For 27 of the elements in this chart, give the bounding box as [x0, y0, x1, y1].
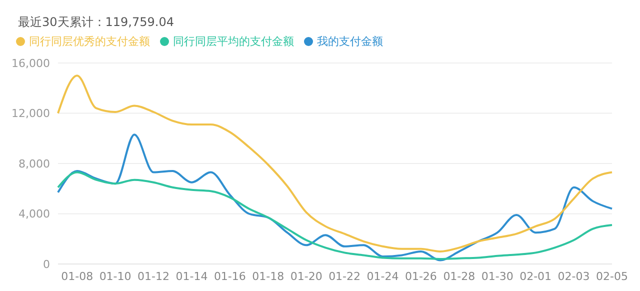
y-tick-label: 0	[43, 258, 50, 271]
y-tick-label: 4,000	[18, 208, 50, 221]
y-tick-label: 12,000	[12, 107, 50, 120]
x-tick-label: 01-08	[61, 270, 94, 283]
x-tick-label: 01-16	[214, 270, 246, 283]
x-tick-label: 01-14	[176, 270, 208, 283]
legend-label: 我的支付金额	[317, 35, 383, 48]
y-tick-label: 16,000	[12, 56, 50, 70]
x-tick-label: 01-20	[290, 270, 322, 283]
x-tick-label: 01-28	[443, 270, 476, 283]
x-tick-label: 02-03	[558, 270, 590, 283]
chart-title: 最近30天累计：119,759.04	[17, 14, 175, 30]
x-tick-label: 01-10	[99, 270, 132, 283]
x-tick-label: 02-01	[520, 270, 552, 283]
x-tick-label: 01-26	[404, 270, 437, 283]
y-tick-label: 8,000	[18, 157, 50, 170]
line-series	[57, 74, 613, 252]
x-tick-label: 01-24	[366, 270, 399, 283]
x-tick-label: 01-18	[252, 270, 284, 283]
legend-label: 同行同层优秀的支付金额	[29, 35, 150, 48]
line-series	[57, 171, 613, 260]
x-tick-label: 01-12	[138, 270, 170, 283]
x-tick-label: 01-22	[328, 270, 361, 283]
x-tick-label: 01-30	[481, 270, 514, 283]
legend-label: 同行同层平均的支付金额	[173, 35, 294, 48]
line-series	[57, 134, 613, 262]
x-tick-label: 02-05	[596, 270, 628, 283]
